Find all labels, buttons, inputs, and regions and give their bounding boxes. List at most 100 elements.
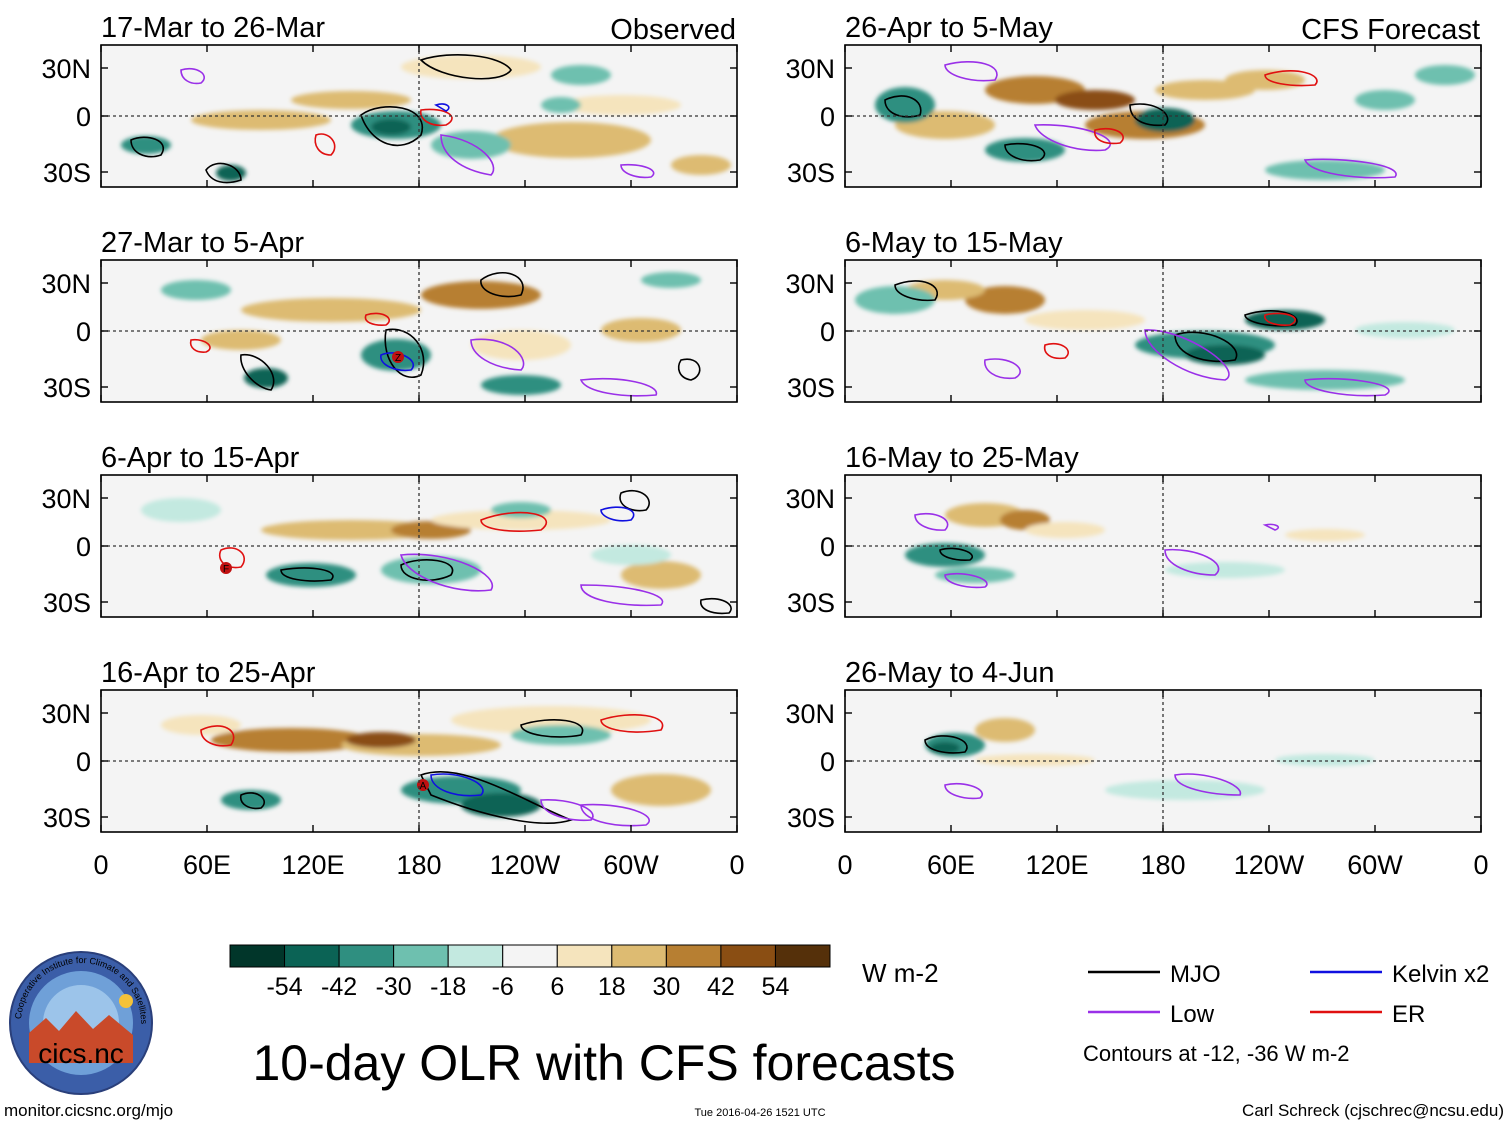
- panel-date-label: 27-Mar to 5-Apr: [101, 227, 304, 259]
- panel-date-label: 26-Apr to 5-May: [845, 12, 1053, 44]
- colorbar-tick-label: 6: [550, 973, 564, 1001]
- panel-frame: 30N 0 30S 26-Apr to 5-May CFS Forecast: [785, 12, 1482, 188]
- colorbar-tick-label: -18: [430, 973, 466, 1001]
- lat-tick-label: 30N: [785, 699, 835, 729]
- colorbar-tick-label: 30: [652, 973, 680, 1001]
- colorbar-swatch: [338, 944, 395, 968]
- lat-tick-label: 0: [820, 317, 835, 347]
- olr-shading: [875, 65, 1475, 180]
- panel-date-label: 16-Apr to 25-Apr: [101, 657, 316, 689]
- storm-marker: [392, 351, 404, 363]
- storm-marker: [417, 779, 429, 791]
- panel-date-label: 6-Apr to 15-Apr: [101, 442, 300, 474]
- lat-tick-label: 0: [76, 317, 91, 347]
- olr-shading: [161, 706, 711, 817]
- lat-tick-label: 30S: [787, 373, 835, 403]
- colorbar: -54 -42 -30 -18 -6 6 18 30 42 54: [229, 944, 831, 1001]
- lat-tick-label: 30S: [787, 158, 835, 188]
- panel-frame: 30N 0 30S 6-May to 15-May: [785, 227, 1482, 403]
- legend-label-low: Low: [1170, 1001, 1215, 1028]
- panel-date-label: 26-May to 4-Jun: [845, 657, 1055, 689]
- colorbar-tick-label: -30: [376, 973, 412, 1001]
- lat-tick-label: 30S: [43, 158, 91, 188]
- lon-tick-label: 180: [396, 850, 441, 880]
- colorbar-swatch: [720, 944, 776, 968]
- lat-tick-label: 30N: [41, 54, 91, 84]
- lon-tick-label: 180: [1140, 850, 1185, 880]
- anomaly-contours: [914, 512, 1280, 589]
- olr-shading: [855, 280, 1455, 390]
- olr-shading: [925, 718, 1375, 800]
- anomaly-contours: [189, 271, 701, 397]
- anomaly-contours: [130, 54, 655, 184]
- lon-tick-label: 60W: [1347, 850, 1403, 880]
- colorbar-tick-label: -6: [492, 973, 514, 1001]
- lon-tick-label: 0: [1473, 850, 1488, 880]
- colorbar-swatch: [556, 944, 613, 968]
- colorbar-tick-label: -54: [266, 973, 302, 1001]
- lat-tick-label: 30N: [785, 269, 835, 299]
- lon-tick-label: 60E: [183, 850, 231, 880]
- panel-date-label: 16-May to 25-May: [845, 442, 1079, 474]
- lat-tick-label: 0: [76, 747, 91, 777]
- panel-date-label: 17-Mar to 26-Mar: [101, 12, 325, 44]
- forecast-column: [845, 45, 1481, 832]
- lon-tick-label: 60W: [603, 850, 659, 880]
- anomaly-contours: [894, 280, 1390, 397]
- colorbar-swatch: [447, 944, 504, 968]
- lon-tick-label: 0: [837, 850, 852, 880]
- lat-tick-label: 0: [820, 747, 835, 777]
- lat-tick-label: 30S: [43, 588, 91, 618]
- lat-tick-label: 30N: [785, 54, 835, 84]
- colorbar-swatch: [611, 944, 667, 968]
- storm-marker-label: Z: [395, 353, 401, 364]
- panel-frame: 30N 0 30S 27-Mar to 5-Apr: [41, 227, 738, 403]
- lon-tick-label: 120W: [1234, 850, 1305, 880]
- lat-tick-label: 30N: [41, 269, 91, 299]
- lon-tick-label: 60E: [927, 850, 975, 880]
- legend: MJO Kelvin x2 Low ER Contours at -12, -3…: [1083, 961, 1489, 1066]
- lon-tick-label: 120E: [1025, 850, 1088, 880]
- colorbar-tick-label: -42: [321, 973, 357, 1001]
- colorbar-tick-label: 54: [762, 973, 790, 1001]
- panel-date-label: 6-May to 15-May: [845, 227, 1063, 259]
- anomaly-contours: [200, 714, 664, 827]
- colorbar-tick-label: 42: [707, 973, 735, 1001]
- lat-tick-label: 30S: [43, 373, 91, 403]
- lon-tick-label: 0: [729, 850, 744, 880]
- lat-tick-label: 30N: [41, 699, 91, 729]
- storm-marker-label: A: [420, 781, 427, 792]
- lon-tick-label: 120W: [490, 850, 561, 880]
- cics-logo: Cooperative Institute for Climate and Sa…: [9, 951, 153, 1095]
- footer-timestamp: Tue 2016-04-26 1521 UTC: [694, 1107, 825, 1119]
- colorbar-unit: W m-2: [862, 958, 939, 988]
- anomaly-contours: [219, 490, 732, 615]
- storm-marker: [220, 562, 232, 574]
- panel-frame: 30N 0 30S 16-Apr to 25-Apr: [41, 657, 738, 833]
- lat-tick-label: 0: [76, 532, 91, 562]
- panel-frame: 30N 0 30S 6-Apr to 15-Apr: [41, 442, 738, 618]
- lat-tick-label: 30N: [41, 484, 91, 514]
- lat-tick-label: 30N: [785, 484, 835, 514]
- observed-column: Z: [101, 45, 737, 832]
- column-label: Observed: [610, 14, 736, 46]
- lat-tick-label: 30S: [787, 803, 835, 833]
- column-label: CFS Forecast: [1301, 14, 1480, 46]
- colorbar-swatch: [393, 944, 449, 968]
- footer-author: Carl Schreck (cjschrec@ncsu.edu): [1242, 1101, 1504, 1120]
- olr-shading: [905, 503, 1365, 583]
- colorbar-swatch: [229, 944, 286, 968]
- lat-tick-label: 30S: [43, 803, 91, 833]
- lat-tick-label: 0: [820, 532, 835, 562]
- lat-tick-label: 0: [820, 102, 835, 132]
- colorbar-swatch: [502, 944, 558, 968]
- panel-frame: 30N 0 30S 26-May to 4-Jun: [785, 657, 1482, 833]
- anomaly-contours: [924, 735, 1242, 800]
- panel-frame: 30N 0 30S 17-Mar to 26-Mar Observed: [41, 12, 738, 188]
- logo-text: cics.nc: [38, 1038, 124, 1069]
- colorbar-tick-label: 18: [598, 973, 626, 1001]
- contour-note: Contours at -12, -36 W m-2: [1083, 1041, 1350, 1066]
- legend-label-mjo: MJO: [1170, 961, 1221, 988]
- storm-marker-label: F: [223, 564, 229, 575]
